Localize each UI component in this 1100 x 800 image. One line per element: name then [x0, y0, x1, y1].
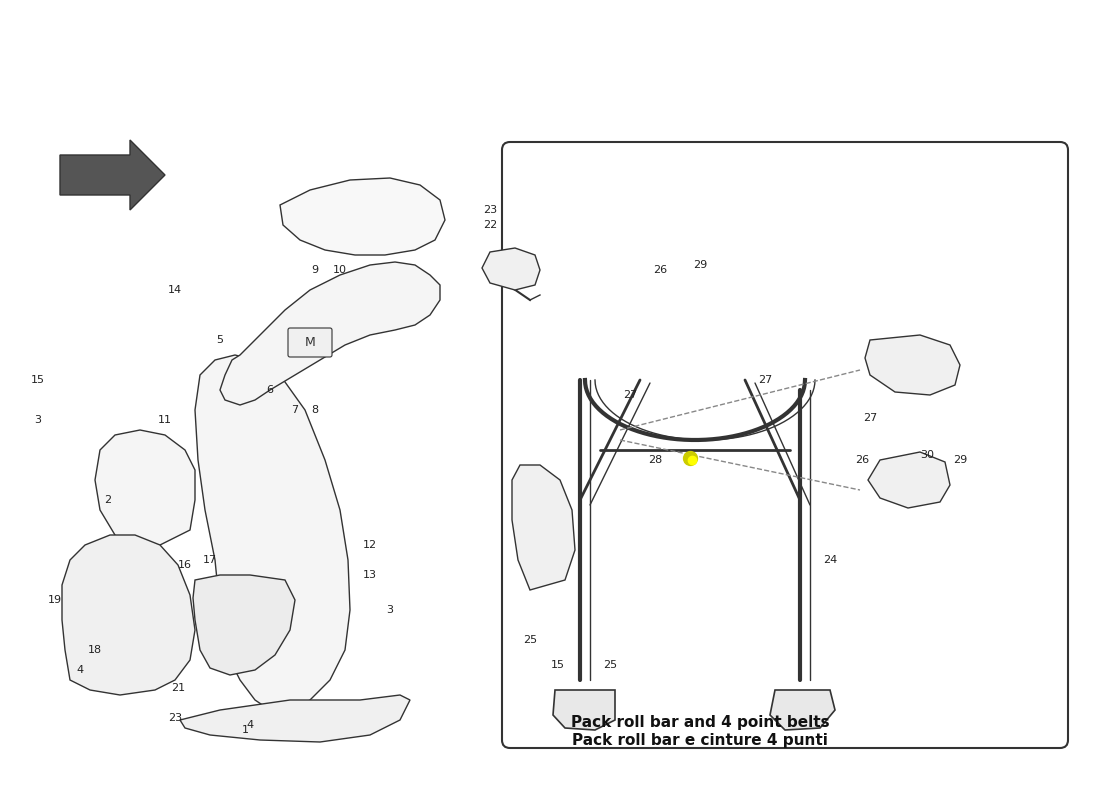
- Polygon shape: [280, 178, 446, 255]
- Polygon shape: [192, 575, 295, 675]
- Polygon shape: [868, 452, 950, 508]
- Text: 26: 26: [653, 265, 667, 275]
- Text: 6: 6: [266, 385, 274, 395]
- Text: 21: 21: [170, 683, 185, 693]
- Text: 2: 2: [104, 495, 111, 505]
- Text: 7: 7: [292, 405, 298, 415]
- Text: 18: 18: [88, 645, 102, 655]
- Text: 25: 25: [603, 660, 617, 670]
- Text: 27: 27: [862, 413, 877, 423]
- Text: 24: 24: [823, 555, 837, 565]
- Polygon shape: [553, 690, 615, 730]
- Text: 10: 10: [333, 265, 346, 275]
- Text: Pack roll bar e cinture 4 punti: Pack roll bar e cinture 4 punti: [572, 733, 828, 747]
- Text: 8: 8: [311, 405, 319, 415]
- Polygon shape: [180, 695, 410, 742]
- Text: 3: 3: [34, 415, 42, 425]
- Text: 23: 23: [483, 205, 497, 215]
- FancyBboxPatch shape: [502, 142, 1068, 748]
- Text: es: es: [626, 251, 1014, 549]
- Text: 9: 9: [311, 265, 319, 275]
- Text: 23: 23: [168, 713, 183, 723]
- Text: 29: 29: [693, 260, 707, 270]
- Text: 25: 25: [522, 635, 537, 645]
- Polygon shape: [865, 335, 960, 395]
- Text: 11: 11: [158, 415, 172, 425]
- Text: 27: 27: [623, 390, 637, 400]
- Text: 28: 28: [648, 455, 662, 465]
- Text: 1: 1: [242, 725, 249, 735]
- Text: 15: 15: [551, 660, 565, 670]
- Text: 14: 14: [168, 285, 183, 295]
- Text: Pack roll bar and 4 point belts: Pack roll bar and 4 point belts: [571, 714, 829, 730]
- Polygon shape: [770, 690, 835, 730]
- Polygon shape: [512, 465, 575, 590]
- Text: 29: 29: [953, 455, 967, 465]
- Polygon shape: [60, 140, 165, 210]
- FancyBboxPatch shape: [288, 328, 332, 357]
- Text: 12: 12: [363, 540, 377, 550]
- Text: 26: 26: [855, 455, 869, 465]
- Text: 30: 30: [920, 450, 934, 460]
- Text: 13: 13: [363, 570, 377, 580]
- Text: 15: 15: [31, 375, 45, 385]
- Text: passion for parts since 1985: passion for parts since 1985: [506, 322, 855, 438]
- Text: 5: 5: [217, 335, 223, 345]
- Polygon shape: [220, 262, 440, 405]
- Polygon shape: [482, 248, 540, 290]
- Text: M: M: [305, 335, 316, 349]
- Polygon shape: [95, 430, 195, 560]
- Text: 22: 22: [483, 220, 497, 230]
- Text: 3: 3: [386, 605, 394, 615]
- Text: 16: 16: [178, 560, 192, 570]
- Text: 4: 4: [246, 720, 254, 730]
- Text: 19: 19: [48, 595, 62, 605]
- Polygon shape: [62, 535, 195, 695]
- Text: 4: 4: [76, 665, 84, 675]
- Polygon shape: [195, 355, 350, 710]
- Text: 17: 17: [202, 555, 217, 565]
- Text: 27: 27: [758, 375, 772, 385]
